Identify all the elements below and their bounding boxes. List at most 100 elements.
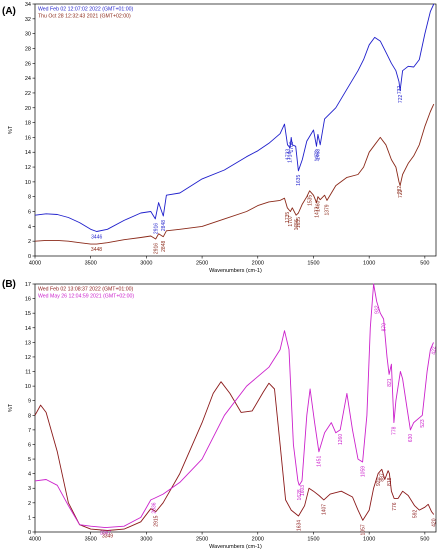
panel-b-y-tick-label: 10 [25,384,31,390]
panel-b-peak-label: 630 [408,434,414,443]
panel-b-legend-entry-1: Wed Feb 02 13:08:37 2022 (GMT+01:00) [38,287,133,293]
panel-b-x-tick-label: 3000 [140,537,152,543]
panel-b-peak-label: 778 [392,426,398,435]
panel-b-peak-label: 523 [420,419,426,428]
panel-b-peak-label: 821 [387,378,393,387]
panel-a-x-tick-label: 3000 [140,261,152,267]
panel-b-plot-frame [34,283,437,533]
panel-b-peak-label: 920 [376,477,382,486]
panel-a-y-tick-label: 34 [25,2,31,8]
panel-b-peak-label: 818 [387,477,393,486]
panel-a-y-tick-label: 18 [25,121,31,127]
panel-a-peak-label: 3448 [91,247,102,253]
panel-a-y-tick-label: 8 [28,195,31,201]
panel-b-label: (B) [2,279,16,290]
panel-b-y-tick-label: 15 [25,311,31,317]
panel-a-peak-label: 1700 [289,141,295,152]
panel-a-peak-label: 1733 [285,149,291,160]
panel-a-x-tick-label: 2000 [252,261,264,267]
panel-a-x-tick-label: 3500 [85,261,97,267]
panel-b-peak-label: 1628 [297,489,303,500]
panel-b-peak-label: 3349 [102,534,113,540]
panel-b-y-tick-label: 16 [25,297,31,303]
panel-a-peak-label: 1714 [287,152,293,163]
panel-a-x-tick-label: 4000 [29,261,41,267]
panel-b-peak-label: 592 [412,510,418,519]
panel-b-y-tick-label: 3 [28,486,31,492]
panel-a-peak-label: 1656 [294,219,300,230]
panel-a-y-tick-label: 16 [25,135,31,141]
panel-a-y-tick-label: 0 [28,254,31,260]
panel-a-y-tick-label: 6 [28,210,31,216]
panel-a-y-tick-label: 32 [25,17,31,23]
panel-b-y-tick-label: 14 [25,326,31,332]
panel-a-y-axis-title: %T [8,125,14,134]
panel-b-y-axis-title: %T [8,403,14,412]
panel-b-peak-label: 1451 [317,456,323,467]
panel-a-y-tick-label: 26 [25,61,31,67]
panel-a-peak-label: 1473 [314,150,320,161]
panel-b-peak-label: 422 [431,346,437,355]
panel-a-y-tick-label: 24 [25,76,31,82]
panel-b-y-tick-label: 2 [28,501,31,507]
panel-b-peak-label: 2936 [151,502,157,513]
panel-b-peak-label: 776 [392,502,398,511]
panel-b-peak-label: 870 [381,323,387,332]
panel-a-y-tick-label: 4 [28,224,31,230]
panel-a-y-tick-label: 30 [25,32,31,38]
panel-b-x-tick-label: 4000 [29,537,41,543]
panel-b-y-tick-label: 1 [28,515,31,521]
panel-a-y-tick-label: 28 [25,46,31,52]
panel-a-peak-label: 722 [398,94,404,103]
panel-b-peak-label: 420 [432,518,438,527]
panel-a-y-tick-label: 10 [25,180,31,186]
panel-b-y-tick-label: 13 [25,340,31,346]
panel-b-peak-label: 1407 [322,504,328,515]
panel-a-peak-label: 1635 [296,175,302,186]
panel-a-peak-label: 1635 [296,217,302,228]
panel-b-y-tick-label: 6 [28,442,31,448]
panel-a-plot-frame [34,3,437,257]
panel-b-peak-label: 3367 [100,531,111,537]
panel-b-y-tick-label: 5 [28,457,31,463]
panel-b-peak-label: 932 [375,305,381,314]
panel-b: 4000 3500 3000 2500 2000 1500 1000 500012345678… [8,282,438,550]
panel-b-y-tick-label: 7 [28,428,31,434]
panel-a-peak-label: 732 [397,186,403,195]
panel-a-y-tick-label: 14 [25,150,31,156]
panel-a-label: (A) [2,6,16,17]
panel-a-y-tick-label: 20 [25,106,31,112]
panel-a-series-1-line [34,3,435,232]
panel-a-y-tick-label: 12 [25,165,31,171]
panel-a-x-axis-title: Wavenumbers (cm-1) [209,268,262,274]
panel-b-peak-label: 1057 [361,524,367,535]
panel-b-peak-label: 1603 [300,485,306,496]
panel-a-peak-label: 722 [398,189,404,198]
panel-b-x-tick-label: 2000 [252,537,264,543]
panel-a-peak-label: 2916 [154,243,160,254]
panel-a: 4000 3500 3000 2500 2000 1500 1000 500024681012… [8,2,437,274]
panel-a-peak-label: 1473 [314,206,320,217]
panel-a-y-tick-label: 2 [28,239,31,245]
panel-b-y-tick-label: 11 [25,370,31,376]
panel-a-peak-label: 2848 [161,241,167,252]
panel-b-y-tick-label: 17 [25,282,31,288]
panel-b-y-tick-label: 4 [28,472,31,478]
panel-a-y-tick-label: 22 [25,91,31,97]
panel-b-series-2-line [34,283,434,529]
panel-b-series-1-line [34,381,435,531]
panel-b-y-tick-label: 9 [28,399,31,405]
panel-b-peak-label: 887 [380,473,386,482]
panel-a-peak-label: 3446 [91,235,102,241]
panel-b-peak-label: 1634 [296,520,302,531]
panel-b-peak-label: 1260 [338,434,344,445]
panel-a-x-tick-label: 500 [420,261,429,267]
panel-b-peak-label: 2915 [154,515,160,526]
panel-a-peak-label: 1707 [288,215,294,226]
panel-a-peak-label: 1735 [285,212,291,223]
panel-b-y-tick-label: 12 [25,355,31,361]
panel-b-x-tick-label: 1500 [307,537,319,543]
panel-b-x-tick-label: 1000 [363,537,375,543]
panel-a-x-tick-label: 1000 [363,261,375,267]
